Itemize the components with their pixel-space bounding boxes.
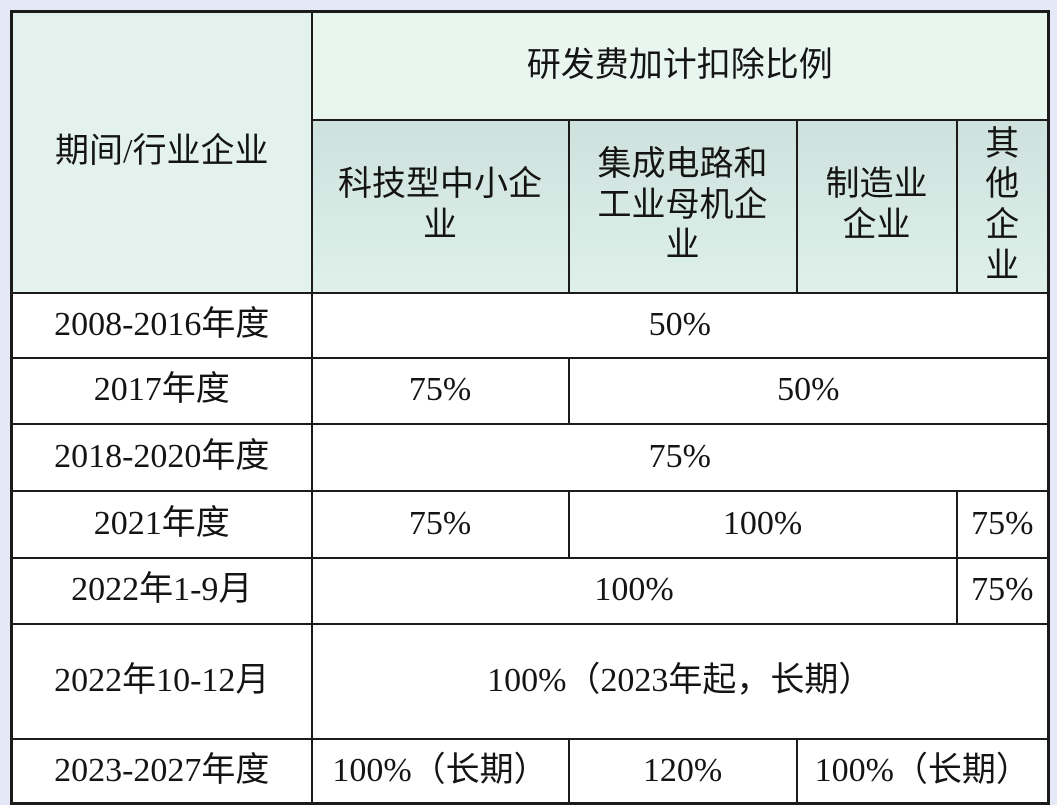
table-row: 2023-2027年度 100%（长期） 120% 100%（长期） xyxy=(10,737,1050,805)
column-header-other-enterprises: 其 他 企 业 xyxy=(955,118,1050,294)
ratio-value-cell: 50% xyxy=(310,291,1050,359)
table-row: 2008-2016年度 50% xyxy=(10,291,1050,359)
ratio-value-cell: 50% xyxy=(567,356,1050,425)
ratio-value-cell: 75% xyxy=(955,556,1050,625)
table-body: 2008-2016年度 50% 2017年度 75% 50% 2018-2020年度 75%… xyxy=(10,291,1050,805)
group-header-deduction-ratio: 研发费加计扣除比例 xyxy=(310,10,1050,121)
period-cell: 2008-2016年度 xyxy=(10,291,313,359)
ratio-value-cell: 100%（长期） xyxy=(310,737,570,805)
rd-deduction-ratio-table: 期间/行业企业 研发费加计扣除比例 科技型中小企 业 集成电路和 工业母机企 业… xyxy=(10,10,1050,805)
period-cell: 2021年度 xyxy=(10,489,313,559)
table-row: 2018-2020年度 75% xyxy=(10,422,1050,492)
period-cell: 2022年10-12月 xyxy=(10,622,313,740)
ratio-value-cell: 75% xyxy=(310,356,570,425)
table-row: 2022年10-12月 100%（2023年起，长期） xyxy=(10,622,1050,740)
column-header-tech-sme: 科技型中小企 业 xyxy=(310,118,570,294)
ratio-value-cell: 100%（2023年起，长期） xyxy=(310,622,1050,740)
ratio-value-cell: 120% xyxy=(567,737,798,805)
corner-header-period-industry: 期间/行业企业 xyxy=(10,10,313,294)
period-cell: 2022年1-9月 xyxy=(10,556,313,625)
period-cell: 2018-2020年度 xyxy=(10,422,313,492)
table-row: 2017年度 75% 50% xyxy=(10,356,1050,425)
ratio-value-cell: 100%（长期） xyxy=(795,737,1050,805)
header-row-columns: 科技型中小企 业 集成电路和 工业母机企 业 制造业 企业 其 他 企 业 xyxy=(12,118,1050,294)
column-header-ic-machine-tool: 集成电路和 工业母机企 业 xyxy=(567,118,798,294)
ratio-value-cell: 75% xyxy=(955,489,1050,559)
period-cell: 2023-2027年度 xyxy=(10,737,313,805)
column-header-manufacturing: 制造业 企业 xyxy=(795,118,958,294)
period-cell: 2017年度 xyxy=(10,356,313,425)
ratio-value-cell: 100% xyxy=(310,556,958,625)
ratio-value-cell: 75% xyxy=(310,489,570,559)
header-row-group: 期间/行业企业 研发费加计扣除比例 xyxy=(10,10,1050,294)
table-row: 2022年1-9月 100% 75% xyxy=(10,556,1050,625)
table-row: 2021年度 75% 100% 75% xyxy=(10,489,1050,559)
ratio-value-cell: 100% xyxy=(567,489,958,559)
ratio-value-cell: 75% xyxy=(310,422,1050,492)
